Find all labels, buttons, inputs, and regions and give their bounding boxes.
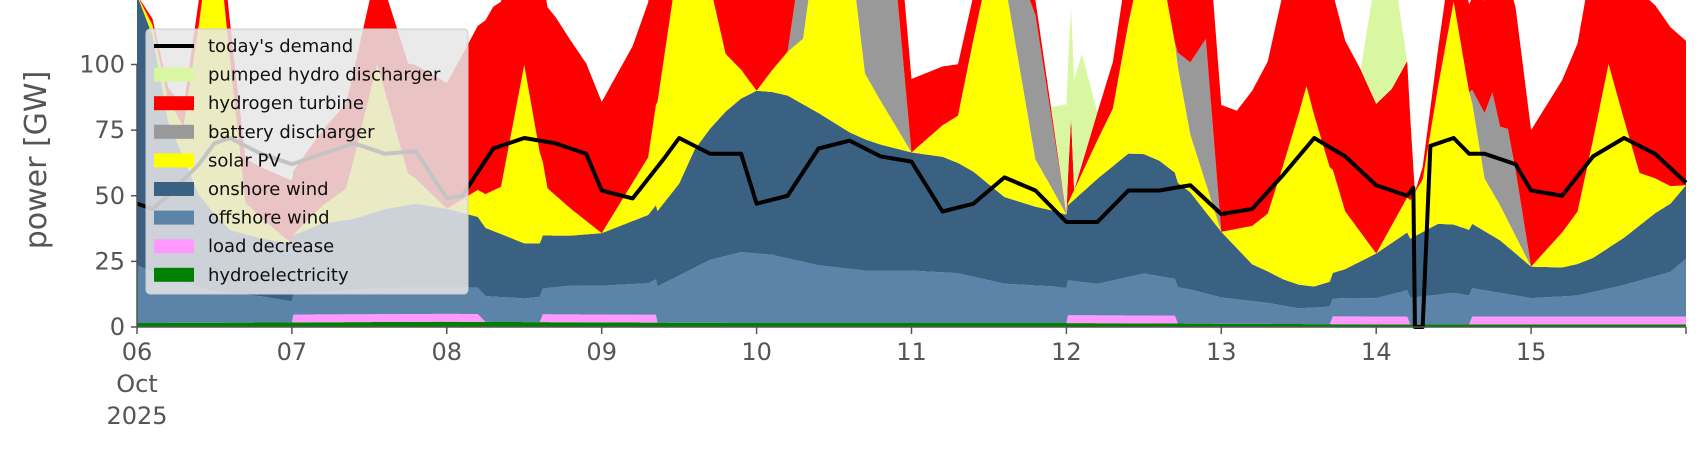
x-tick-label: 08	[432, 338, 463, 366]
legend-label-battery-discharger: battery discharger	[208, 122, 375, 143]
legend-swatch-hydroelectricity	[154, 267, 194, 282]
legend-label-pumped-hydro-discharger: pumped hydro discharger	[208, 65, 441, 86]
area-hydrogen-turbine	[139, 0, 1686, 267]
legend: today's demand pumped hydro discharger hyd…	[145, 28, 469, 295]
legend-label-onshore-wind: onshore wind	[208, 179, 329, 200]
legend-swatch-load-decrease	[154, 239, 194, 254]
legend-box	[145, 28, 469, 295]
y-tick-label: 100	[79, 51, 125, 79]
area-solar-pv	[138, 0, 1686, 287]
y-tick-label: 50	[94, 182, 125, 210]
area-stack	[137, 0, 1686, 327]
x-tick-label: 14	[1361, 338, 1392, 366]
legend-label-solar-pv: solar PV	[208, 150, 281, 171]
x-tick-label: 07	[277, 338, 308, 366]
legend-swatch-solar-pv	[154, 153, 194, 168]
legend-label-hydroelectricity: hydroelectricity	[208, 265, 349, 286]
x-tick-label: 13	[1206, 338, 1237, 366]
x-tick-label: 11	[896, 338, 927, 366]
area-offshore-wind	[137, 252, 1686, 325]
legend-label-hydrogen-turbine: hydrogen turbine	[208, 93, 364, 114]
area-onshore-wind	[137, 0, 1686, 309]
x-tick-label: 06	[122, 338, 153, 366]
legend-swatch-battery-discharger	[154, 124, 194, 139]
x-tick-label: 10	[741, 338, 772, 366]
y-axis-label: power [GW]	[19, 71, 54, 250]
legend-label-today-s-demand: today's demand	[208, 36, 353, 57]
legend-swatch-onshore-wind	[154, 182, 194, 196]
area-load-decrease	[137, 313, 1686, 325]
y-tick-label: 25	[94, 247, 125, 275]
y-tick-label: 75	[94, 116, 125, 144]
legend-swatch-offshore-wind	[154, 210, 194, 225]
area-hydroelectricity	[137, 321, 1686, 327]
legend-label-offshore-wind: offshore wind	[208, 208, 330, 229]
axes: 0 25 50 75 100 06 Oct 2025 07 08 09 10 11 12 13 14 15	[79, 51, 1687, 430]
x-tick-label: 09	[586, 338, 617, 366]
x-tick-sublabel: Oct	[116, 370, 158, 398]
legend-label-load-decrease: load decrease	[208, 236, 334, 257]
x-tick-label: 15	[1516, 338, 1547, 366]
x-tick-sublabel: 2025	[106, 402, 167, 430]
x-tick-label: 12	[1051, 338, 1082, 366]
y-tick-label: 0	[110, 313, 125, 341]
legend-swatch-pumped-hydro-discharger	[154, 67, 194, 82]
legend-swatch-hydrogen-turbine	[154, 96, 194, 111]
